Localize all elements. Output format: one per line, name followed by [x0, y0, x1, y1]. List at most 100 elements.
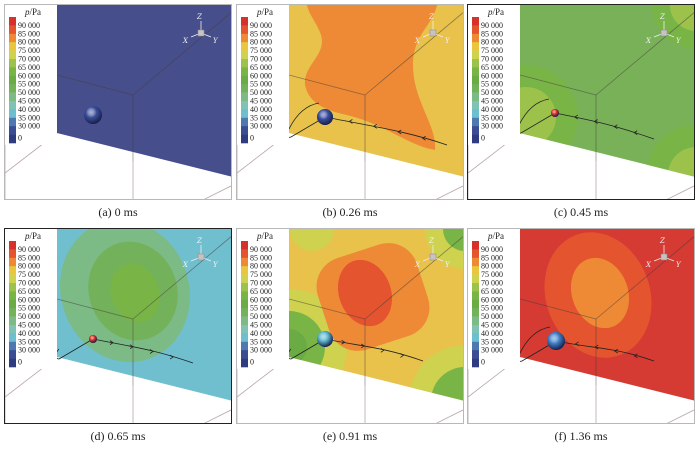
colorbar-tick: 85 000 — [18, 29, 40, 38]
caption-a: (a) 0 ms — [98, 205, 138, 219]
colorbar-tick: 35 000 — [18, 337, 40, 346]
colorbar-title: p/Pa — [24, 231, 41, 241]
pressure-contour — [431, 367, 463, 401]
colorbar-tick: 80 000 — [250, 38, 272, 47]
colorbar-tick: 65 000 — [18, 63, 40, 72]
colorbar-tick: 70 000 — [18, 279, 40, 288]
pressure-contour — [443, 229, 463, 251]
colorbar-tick: 40 000 — [481, 329, 503, 338]
axis-label-x: X — [414, 261, 421, 269]
colorbar-tick: 45 000 — [250, 97, 272, 106]
colorbar-tick: 55 000 — [250, 304, 272, 313]
pressure-contour — [110, 263, 160, 323]
colorbar-tick: 50 000 — [481, 88, 503, 97]
colorbar-tick: 35 000 — [481, 337, 503, 346]
pressure-contour — [289, 329, 307, 365]
colorbar-tick: 35 000 — [250, 337, 272, 346]
colorbar-tick: 35 000 — [250, 113, 272, 122]
colorbar-tick: 75 000 — [18, 270, 40, 279]
pressure-contour — [409, 345, 463, 401]
colorbar-tick: 75 000 — [481, 46, 503, 55]
pressure-contour — [425, 229, 463, 269]
pressure-contour — [652, 5, 694, 49]
pressure-plane — [57, 5, 231, 177]
colorbar-tick: 90 000 — [18, 245, 40, 254]
colorbar-tick: 0 — [18, 358, 22, 367]
axis-label-z: Z — [428, 13, 434, 21]
axis-label-z: Z — [659, 13, 665, 21]
colorbar-tick: 35 000 — [18, 113, 40, 122]
colorbar-tick: 80 000 — [481, 38, 503, 47]
colorbar-tick: 0 — [18, 134, 22, 143]
colorbar-tick: 45 000 — [18, 321, 40, 330]
colorbar-tick: 65 000 — [481, 287, 503, 296]
caption-b: (b) 0.26 ms — [322, 205, 378, 219]
axis-label-y: Y — [445, 261, 451, 269]
axis-label-x: X — [182, 37, 189, 45]
pressure-contour — [520, 87, 556, 147]
colorbar-tick: 45 000 — [481, 97, 503, 106]
colorbar-tick: 85 000 — [481, 29, 503, 38]
colorbar-tick: 30 000 — [18, 122, 40, 131]
axis-label-z: Z — [428, 237, 434, 245]
pressure-contour — [670, 5, 694, 31]
colorbar-tick: 80 000 — [18, 262, 40, 271]
colorbar-tick: 50 000 — [250, 88, 272, 97]
colorbar-tick: 70 000 — [481, 279, 503, 288]
colorbar-tick: 50 000 — [18, 88, 40, 97]
colorbar-title: p/Pa — [24, 7, 41, 17]
colorbar-tick: 40 000 — [481, 105, 503, 114]
colorbar-tick: 80 000 — [18, 38, 40, 47]
pressure-contour — [646, 125, 694, 177]
colorbar-title: p/Pa — [487, 231, 504, 241]
colorbar-tick: 55 000 — [250, 80, 272, 89]
colorbar-tick: 45 000 — [481, 321, 503, 330]
colorbar-tick: 30 000 — [481, 122, 503, 131]
colorbar-tick: 90 000 — [481, 245, 503, 254]
colorbar-tick: 85 000 — [18, 253, 40, 262]
axis-label-x: X — [182, 261, 189, 269]
colorbar-tick: 60 000 — [18, 71, 40, 80]
colorbar-tick: 55 000 — [18, 304, 40, 313]
caption-e: (e) 0.91 ms — [322, 429, 378, 443]
colorbar-tick: 75 000 — [481, 270, 503, 279]
colorbar-tick: 40 000 — [18, 105, 40, 114]
pressure-contour — [668, 147, 694, 177]
colorbar-tick: 75 000 — [18, 46, 40, 55]
pressure-contour — [290, 229, 334, 251]
axis-label-y: Y — [213, 261, 219, 269]
colorbar-tick: 0 — [481, 134, 485, 143]
caption-d: (d) 0.65 ms — [90, 429, 146, 443]
colorbar-tick: 65 000 — [250, 287, 272, 296]
colorbar-title: p/Pa — [487, 7, 504, 17]
axis-label-z: Z — [196, 237, 202, 245]
colorbar-tick: 70 000 — [250, 55, 272, 64]
colorbar-tick: 45 000 — [18, 97, 40, 106]
pressure-contour — [570, 257, 630, 329]
colorbar-tick: 60 000 — [250, 295, 272, 304]
colorbar-tick: 75 000 — [250, 270, 272, 279]
colorbar-tick: 80 000 — [481, 262, 503, 271]
axis-label-x: X — [414, 37, 421, 45]
colorbar-tick: 60 000 — [18, 295, 40, 304]
colorbar-tick: 50 000 — [18, 312, 40, 321]
colorbar-title: p/Pa — [256, 7, 273, 17]
colorbar-tick: 35 000 — [481, 113, 503, 122]
bubble-trajectory — [55, 338, 194, 364]
colorbar-tick: 70 000 — [481, 55, 503, 64]
axis-label-z: Z — [196, 13, 202, 21]
